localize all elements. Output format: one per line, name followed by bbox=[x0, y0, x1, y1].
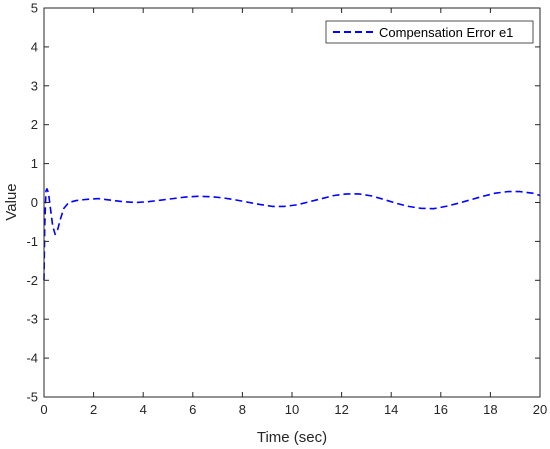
x-tick-label: 8 bbox=[239, 402, 246, 417]
x-tick-label: 0 bbox=[40, 402, 47, 417]
x-tick-label: 6 bbox=[189, 402, 196, 417]
y-tick-label: -2 bbox=[26, 273, 38, 288]
plot-box bbox=[43, 7, 541, 398]
x-tick-label: 16 bbox=[434, 402, 448, 417]
x-tick-label: 2 bbox=[90, 402, 97, 417]
x-tick-label: 14 bbox=[384, 402, 398, 417]
y-tick-label: -3 bbox=[26, 312, 38, 327]
x-axis-label: Time (sec) bbox=[257, 429, 327, 446]
plot-area bbox=[44, 8, 540, 397]
x-tick-label: 12 bbox=[334, 402, 348, 417]
x-tick-label: 18 bbox=[483, 402, 497, 417]
y-axis-label: Value bbox=[3, 183, 20, 220]
series-line-0 bbox=[43, 188, 541, 281]
legend-box bbox=[325, 20, 534, 44]
y-tick-label: 5 bbox=[31, 1, 38, 16]
y-tick-label: -5 bbox=[26, 390, 38, 405]
y-tick-label: 0 bbox=[31, 195, 38, 210]
y-tick-label: 3 bbox=[31, 78, 38, 93]
y-tick-label: -4 bbox=[26, 351, 38, 366]
y-tick-label: 4 bbox=[31, 39, 38, 54]
legend-entry-label: Compensation Error e1 bbox=[379, 25, 513, 40]
x-tick-label: 4 bbox=[140, 402, 147, 417]
x-tick-label: 20 bbox=[533, 402, 547, 417]
y-tick-label: -1 bbox=[26, 234, 38, 249]
legend: Compensation Error e1 bbox=[325, 20, 534, 44]
x-tick-label: 10 bbox=[285, 402, 299, 417]
y-tick-label: 1 bbox=[31, 156, 38, 171]
y-tick-label: 2 bbox=[31, 117, 38, 132]
